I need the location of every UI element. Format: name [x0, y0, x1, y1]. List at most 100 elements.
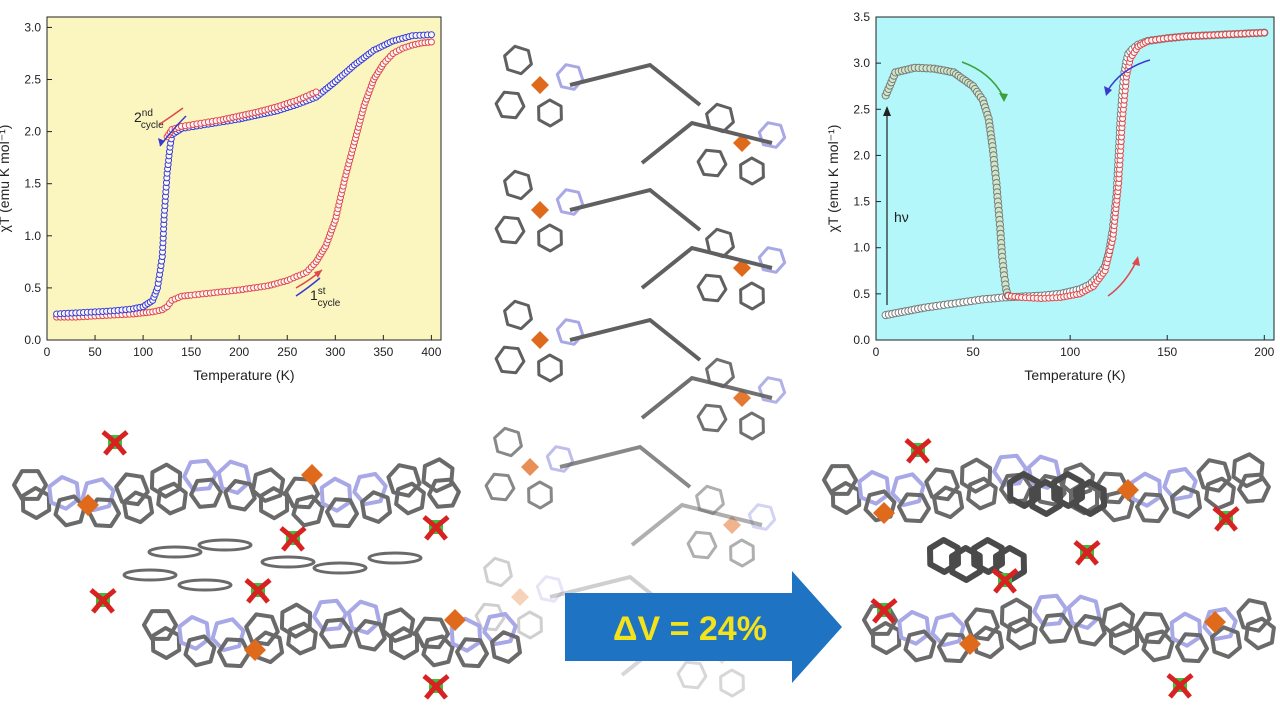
- perchlorate-oxygen: [906, 448, 920, 464]
- annotation-hv: hν: [894, 209, 909, 225]
- chart-left-y-tick-label: 0.0: [24, 333, 41, 347]
- ring-unit: [1204, 476, 1236, 511]
- arrow-relaxation-green: [961, 61, 1004, 97]
- ring-unit: [857, 470, 891, 506]
- chart-right-x-tick-label: 50: [966, 345, 980, 359]
- chart-left-y-tick-label: 0.5: [24, 281, 41, 295]
- chart-left-data-point: [312, 88, 320, 96]
- chart-right-x-tick-label: 0: [873, 345, 880, 359]
- ring-unit: [482, 612, 518, 647]
- ring-unit: [87, 497, 121, 529]
- ring-unit: [903, 629, 937, 663]
- pyridine-ring: [494, 345, 526, 375]
- ring-unit: [352, 472, 388, 507]
- linker-chain: [569, 62, 702, 107]
- arrowhead-second-cycle-blue: [158, 138, 165, 146]
- pyrazole-ring: [555, 318, 585, 346]
- ring-unit: [346, 599, 382, 635]
- chart-right-y-tick-label: 3.5: [853, 10, 870, 24]
- perchlorate-oxygen: [904, 438, 920, 452]
- ring-unit: [959, 457, 993, 494]
- linker-chain: [640, 245, 773, 290]
- ring-unit: [12, 469, 48, 501]
- ring-unit: [114, 472, 150, 507]
- ring-unit: [394, 481, 426, 516]
- perchlorate-oxygen: [1073, 540, 1089, 554]
- ring-unit: [279, 602, 313, 639]
- iron-center: [959, 633, 981, 655]
- ring-unit: [1100, 602, 1136, 638]
- pyrazole-ring: [555, 188, 585, 216]
- pyridine-ring: [503, 299, 533, 331]
- chart-right-y-tick-label: 0.5: [853, 287, 870, 301]
- chart-left-y-tick-label: 2.0: [24, 125, 41, 139]
- perchlorate-oxygen: [1212, 506, 1228, 520]
- perchlorate-oxygen: [256, 588, 270, 604]
- arrow-cooling-blue: [1107, 59, 1151, 91]
- iron-center: [531, 76, 549, 94]
- pyridine-ring: [696, 273, 728, 303]
- iron-center: [873, 502, 895, 524]
- chart-left-y-tick-label: 2.5: [24, 73, 41, 87]
- perchlorate-oxygen: [281, 536, 295, 552]
- pyridine-ring: [503, 44, 533, 76]
- stacked-aromatic-layer: [197, 538, 253, 552]
- pyridine-ring: [696, 148, 728, 178]
- ring-unit: [931, 485, 965, 520]
- stacked-aromatic-layer: [122, 568, 178, 582]
- pyridine-ring: [537, 98, 563, 128]
- ring-unit: [1169, 611, 1203, 648]
- pyrazole-ring: [757, 246, 787, 274]
- chart-right-x-tick-label: 100: [1060, 345, 1080, 359]
- ring-unit: [156, 481, 188, 516]
- perchlorate-oxygen: [1166, 673, 1182, 687]
- ring-unit: [1231, 452, 1265, 489]
- iron-center: [301, 464, 323, 486]
- stacked-aromatic-layer: [367, 551, 423, 565]
- perchlorate-oxygen: [101, 588, 117, 602]
- stacked-aromatic-layer: [260, 555, 316, 569]
- ring-unit: [1175, 632, 1209, 664]
- big-blue-arrow: [565, 571, 842, 683]
- ring-unit: [250, 467, 286, 503]
- chart-left-x-tick-label: 100: [133, 345, 153, 359]
- pyridine-ring: [484, 472, 516, 502]
- chart-right-y-axis-label: χT (emu K mol⁻¹): [825, 125, 841, 233]
- hv-arrowhead: [883, 106, 891, 116]
- perchlorate-oxygen: [1085, 540, 1101, 554]
- perchlorate-oxygen: [91, 598, 105, 614]
- ring-unit: [217, 637, 251, 669]
- pyridine-ring: [537, 223, 563, 253]
- ring-unit: [386, 463, 422, 498]
- perchlorate-oxygen: [1003, 578, 1017, 594]
- chart-right: 0 50 100 150 200 0.0 0.5 1.0 1.5 2.0 2.5 3.0 3.5 Tem…: [825, 10, 1275, 383]
- ring-unit: [1196, 458, 1232, 493]
- ring-unit: [427, 477, 461, 509]
- arrow-first-cycle-blue: [295, 277, 321, 297]
- perchlorate-oxygen: [872, 608, 886, 624]
- ring-unit: [286, 621, 318, 656]
- ring-unit: [830, 481, 862, 515]
- ring-unit: [1006, 616, 1038, 651]
- chart-right-y-tick-label: 0.0: [853, 333, 870, 347]
- ring-unit: [863, 489, 897, 523]
- chart-right-x-tick-label: 150: [1157, 345, 1177, 359]
- chart-right-y-tick-label: 1.5: [853, 195, 870, 209]
- ring-unit: [360, 490, 392, 524]
- pyridine-ring: [474, 602, 506, 632]
- ring-unit: [380, 607, 416, 643]
- chart-right-x-tick-label: 200: [1254, 345, 1274, 359]
- ring-unit: [1202, 607, 1238, 642]
- perchlorate-oxygen: [1178, 673, 1194, 687]
- central-core-ring: [1051, 471, 1085, 509]
- perchlorate-oxygen: [991, 568, 1007, 582]
- perchlorate-oxygen: [1085, 550, 1099, 566]
- chart-left-y-tick-label: 3.0: [24, 20, 41, 34]
- chart-right-y-tick-label: 2.5: [853, 102, 870, 116]
- ring-unit: [149, 462, 183, 499]
- central-core-ring: [1073, 479, 1107, 517]
- pyridine-ring: [494, 90, 526, 120]
- pyridine-ring: [483, 556, 513, 588]
- pyridine-ring: [739, 411, 765, 441]
